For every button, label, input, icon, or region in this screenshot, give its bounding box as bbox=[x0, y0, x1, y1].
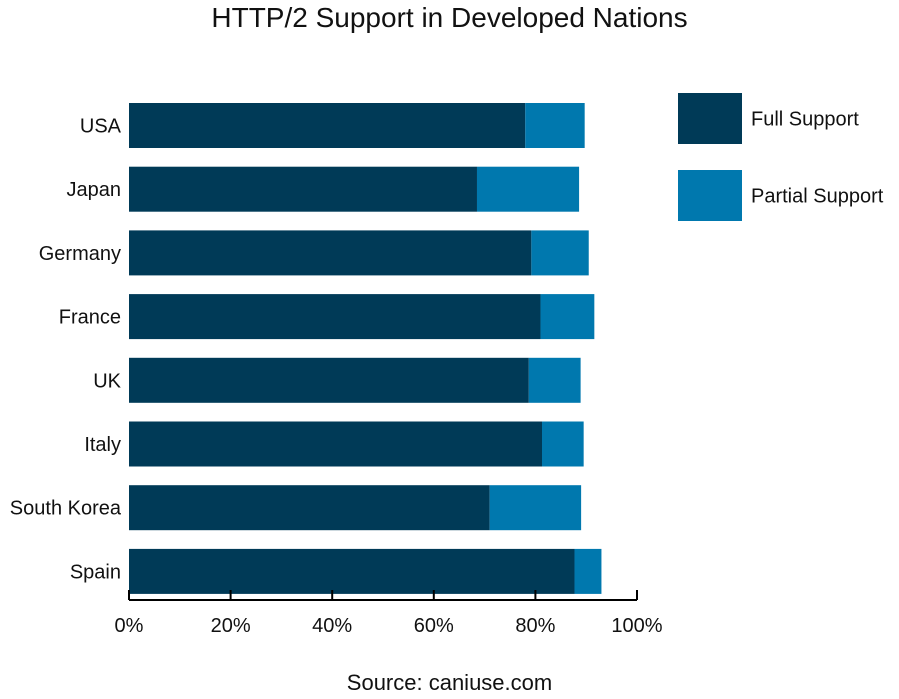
category-label: Germany bbox=[39, 243, 121, 265]
category-label: Spain bbox=[70, 561, 121, 583]
x-tick-label: 0% bbox=[115, 615, 144, 637]
x-axis: 0% 20% 40% 60% 80% 100% bbox=[115, 590, 663, 637]
bar-japan-partial-support bbox=[476, 166, 580, 212]
category-labels: USA Japan Germany France UK Italy South Korea S… bbox=[10, 116, 122, 584]
category-label: USA bbox=[80, 116, 122, 138]
legend-label: Full Support bbox=[751, 109, 859, 131]
category-label: South Korea bbox=[10, 498, 122, 520]
bar-usa-full-support bbox=[129, 103, 526, 148]
bar-germany-full-support bbox=[129, 230, 532, 276]
legend-label: Partial Support bbox=[751, 186, 884, 208]
x-tick-label: 60% bbox=[414, 615, 454, 637]
bar-south-korea-full-support bbox=[129, 485, 490, 531]
category-label: Japan bbox=[67, 179, 122, 201]
bar-italy-full-support bbox=[129, 421, 543, 467]
bar-spain-partial-support bbox=[574, 548, 602, 594]
category-label: Italy bbox=[84, 434, 121, 456]
bar-usa-partial-support bbox=[525, 103, 585, 148]
category-label: UK bbox=[93, 370, 121, 392]
x-tick-label: 100% bbox=[611, 615, 662, 637]
bar-uk-full-support bbox=[129, 357, 529, 403]
chart-source: Source: caniuse.com bbox=[346, 670, 553, 695]
legend-swatch bbox=[678, 170, 742, 221]
bar-south-korea-partial-support bbox=[489, 485, 582, 531]
bar-japan-full-support bbox=[129, 166, 477, 212]
bar-italy-partial-support bbox=[542, 421, 584, 467]
x-tick-label: 20% bbox=[211, 615, 251, 637]
legend: Full Support Partial Support bbox=[678, 93, 884, 221]
x-tick-label: 40% bbox=[312, 615, 352, 637]
bar-germany-partial-support bbox=[531, 230, 589, 276]
bars-layer bbox=[129, 103, 602, 594]
bar-france-full-support bbox=[129, 294, 541, 340]
bar-spain-full-support bbox=[129, 548, 575, 594]
x-tick-label: 80% bbox=[515, 615, 555, 637]
category-label: France bbox=[59, 307, 121, 329]
legend-swatch bbox=[678, 93, 742, 144]
chart-title: HTTP/2 Support in Developed Nations bbox=[211, 2, 688, 33]
bar-france-partial-support bbox=[540, 294, 595, 340]
bar-uk-partial-support bbox=[528, 357, 581, 403]
